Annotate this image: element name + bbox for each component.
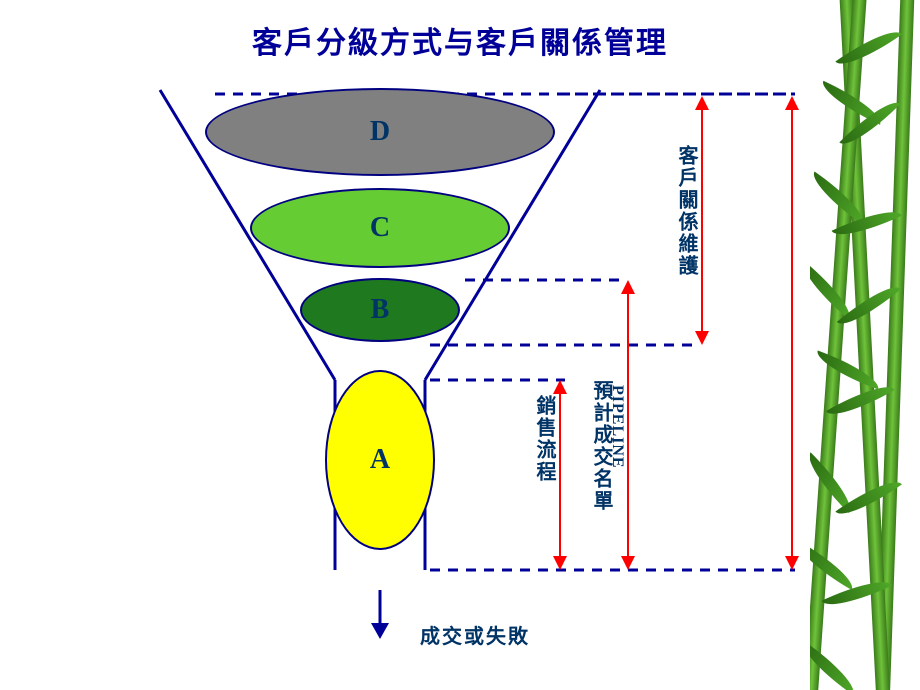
funnel-level-b: B [300, 278, 460, 342]
funnel-level-label: A [370, 444, 390, 476]
result-label: 成交或失敗 [420, 620, 530, 649]
funnel-level-label: C [370, 212, 390, 244]
funnel-level-a: A [325, 370, 435, 550]
bracket-label: 客戶關係維護 [672, 145, 701, 277]
bamboo-decoration [810, 0, 920, 690]
funnel-level-label: B [371, 294, 390, 326]
funnel-level-d: D [205, 88, 555, 176]
funnel-level-c: C [250, 188, 510, 268]
funnel-level-label: D [370, 116, 390, 148]
bracket-label: 目標市場 [762, 215, 791, 303]
bracket-label: 銷售流程 [530, 395, 559, 483]
bracket-label: PIPELINE [608, 385, 626, 469]
